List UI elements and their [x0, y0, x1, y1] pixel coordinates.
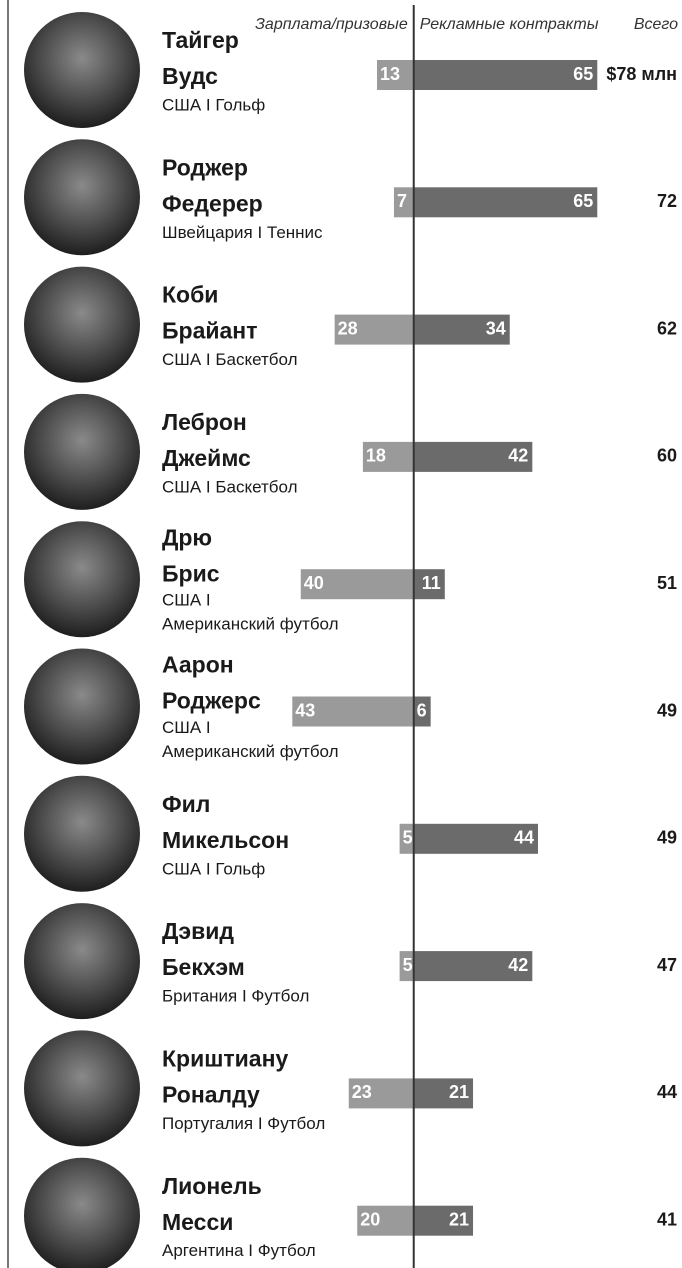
endorsement-label: 6 [417, 700, 427, 720]
salary-label: 18 [366, 446, 386, 466]
athlete-info: США I [162, 718, 211, 737]
athlete-photo [24, 1030, 140, 1146]
athlete-info: США I Баскетбол [162, 350, 298, 369]
athlete-info: Португалия I Футбол [162, 1114, 325, 1133]
athlete-info: Американский футбол [162, 742, 339, 761]
athlete-name: Брайант [162, 318, 257, 344]
total-label: 41 [657, 1209, 677, 1229]
athlete-photo [24, 903, 140, 1019]
athlete-info: Британия I Футбол [162, 987, 309, 1006]
athlete-photo [24, 649, 140, 765]
athlete-info: Американский футбол [162, 615, 339, 634]
chart: Зарплата/призовые Рекламные контракты Всег… [0, 0, 682, 1268]
endorsement-bar [414, 60, 598, 90]
header-endorsements: Рекламные контракты [420, 16, 599, 33]
athlete-name: Брис [162, 560, 220, 586]
total-label: 44 [657, 1082, 677, 1102]
endorsement-label: 65 [573, 64, 593, 84]
endorsement-label: 21 [449, 1082, 469, 1102]
endorsement-label: 65 [573, 191, 593, 211]
total-label: 49 [657, 700, 677, 720]
endorsement-label: 42 [508, 955, 528, 975]
athlete-photo [24, 394, 140, 510]
total-label: $78 млн [606, 64, 677, 84]
salary-label: 13 [380, 64, 400, 84]
athlete-name: Джеймс [162, 445, 251, 471]
athlete-info: Швейцария I Теннис [162, 223, 323, 242]
athlete-name: Роджерс [162, 688, 261, 714]
athlete-info: США I Гольф [162, 859, 265, 878]
total-label: 62 [657, 318, 677, 338]
salary-label: 20 [360, 1209, 380, 1229]
athlete-photo [24, 139, 140, 255]
total-label: 49 [657, 828, 677, 848]
athlete-name: Коби [162, 282, 218, 308]
salary-label: 7 [397, 191, 407, 211]
athlete-name: Лионель [162, 1173, 262, 1199]
athlete-info: США I Баскетбол [162, 477, 298, 496]
salary-label: 5 [403, 955, 413, 975]
salary-label: 23 [352, 1082, 372, 1102]
athlete-name: Аарон [162, 652, 234, 678]
salary-label: 28 [338, 318, 358, 338]
athlete-name: Фил [162, 791, 210, 817]
endorsement-label: 42 [508, 446, 528, 466]
endorsement-label: 11 [422, 573, 441, 593]
endorsement-bar [414, 187, 598, 217]
header-salary: Зарплата/призовые [255, 16, 408, 33]
total-label: 51 [657, 573, 677, 593]
athlete-name: Федерер [162, 190, 263, 216]
total-label: 72 [657, 191, 677, 211]
header-total: Всего [634, 16, 678, 33]
athlete-name: Криштиану [162, 1045, 288, 1071]
endorsement-label: 34 [486, 318, 506, 338]
endorsement-label: 44 [514, 828, 534, 848]
athlete-name: Леброн [162, 409, 247, 435]
salary-label: 5 [403, 828, 413, 848]
endorsement-label: 21 [449, 1209, 469, 1229]
athlete-name: Роджер [162, 154, 248, 180]
athlete-photo [24, 12, 140, 128]
athlete-info: США I [162, 591, 211, 610]
athlete-photo [24, 1158, 140, 1268]
athlete-name: Роналду [162, 1081, 260, 1107]
athlete-photo [24, 267, 140, 383]
athlete-name: Вудс [162, 63, 218, 89]
athlete-name: Тайгер [162, 27, 239, 53]
athlete-name: Дэвид [162, 918, 234, 944]
athlete-name: Дрю [162, 524, 212, 550]
athlete-name: Бекхэм [162, 954, 245, 980]
athlete-photo [24, 776, 140, 892]
salary-label: 40 [304, 573, 324, 593]
salary-label: 43 [295, 700, 315, 720]
athlete-name: Месси [162, 1209, 233, 1235]
athlete-photo [24, 521, 140, 637]
athlete-info: США I Гольф [162, 95, 265, 114]
total-label: 47 [657, 955, 677, 975]
athlete-info: Аргентина I Футбол [162, 1241, 316, 1260]
athlete-name: Микельсон [162, 827, 289, 853]
total-label: 60 [657, 446, 677, 466]
